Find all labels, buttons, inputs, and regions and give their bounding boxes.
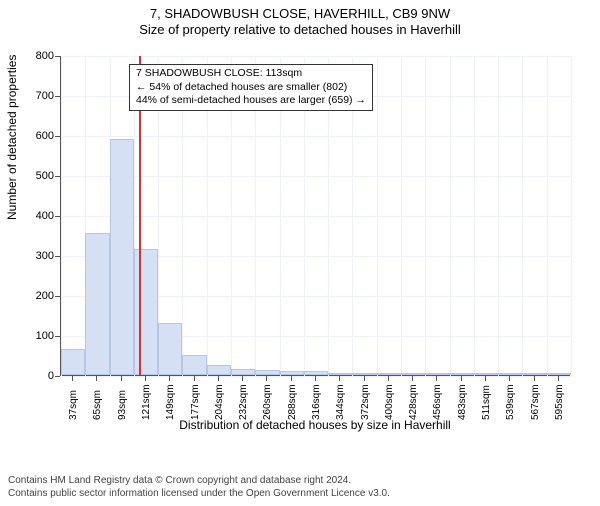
y-tick-label: 0 bbox=[48, 370, 54, 382]
x-tick-label: 539sqm bbox=[505, 384, 516, 420]
bar bbox=[450, 373, 474, 375]
y-tick-label: 800 bbox=[36, 50, 54, 62]
x-tick-label: 567sqm bbox=[530, 384, 541, 420]
x-tick-label: 65sqm bbox=[92, 390, 103, 420]
bar bbox=[158, 323, 182, 375]
x-tick-label: 428sqm bbox=[408, 384, 419, 420]
histogram-chart: Number of detached properties 7 SHADOWBU… bbox=[0, 50, 600, 430]
x-tick-label: 121sqm bbox=[141, 384, 152, 420]
y-tick-label: 400 bbox=[36, 210, 54, 222]
y-axis-label: Number of detached properties bbox=[5, 55, 19, 220]
annotation-box: 7 SHADOWBUSH CLOSE: 113sqm ← 54% of deta… bbox=[129, 64, 373, 111]
x-tick-label: 316sqm bbox=[311, 384, 322, 420]
bar bbox=[231, 369, 255, 375]
x-tick-label: 344sqm bbox=[335, 384, 346, 420]
x-tick-label: 372sqm bbox=[360, 384, 371, 420]
bar bbox=[304, 371, 328, 375]
bar bbox=[134, 249, 158, 375]
x-tick-label: 511sqm bbox=[481, 385, 492, 420]
bar bbox=[110, 139, 134, 375]
bar bbox=[207, 365, 231, 375]
address-title: 7, SHADOWBUSH CLOSE, HAVERHILL, CB9 9NW bbox=[0, 6, 600, 21]
y-tick-label: 500 bbox=[36, 170, 54, 182]
bar bbox=[401, 373, 425, 375]
bar bbox=[425, 373, 449, 375]
bar bbox=[61, 349, 85, 375]
x-tick-label: 456sqm bbox=[432, 384, 443, 420]
x-tick-label: 37sqm bbox=[68, 390, 79, 420]
bar bbox=[85, 233, 109, 375]
bar bbox=[498, 373, 522, 375]
y-tick-label: 200 bbox=[36, 290, 54, 302]
x-tick-label: 400sqm bbox=[384, 384, 395, 420]
annotation-line2: ← 54% of detached houses are smaller (80… bbox=[136, 81, 366, 95]
y-tick-label: 600 bbox=[36, 130, 54, 142]
x-tick-label: 149sqm bbox=[165, 384, 176, 420]
y-tick-label: 300 bbox=[36, 250, 54, 262]
bar bbox=[255, 370, 279, 375]
y-tick-label: 700 bbox=[36, 90, 54, 102]
bar bbox=[474, 373, 498, 375]
x-tick-label: 260sqm bbox=[262, 384, 273, 420]
bar bbox=[547, 373, 571, 375]
bar bbox=[377, 373, 401, 375]
bar bbox=[182, 355, 206, 375]
x-tick-label: 483sqm bbox=[457, 384, 468, 420]
annotation-line1: 7 SHADOWBUSH CLOSE: 113sqm bbox=[136, 67, 366, 81]
bar bbox=[280, 371, 304, 375]
y-tick-label: 100 bbox=[36, 330, 54, 342]
x-tick-label: 204sqm bbox=[214, 384, 225, 420]
x-tick-label: 93sqm bbox=[117, 390, 128, 420]
annotation-line3: 44% of semi-detached houses are larger (… bbox=[136, 94, 366, 108]
bar bbox=[522, 373, 546, 375]
subtitle: Size of property relative to detached ho… bbox=[0, 22, 600, 37]
x-tick-label: 288sqm bbox=[287, 384, 298, 420]
plot-area: 7 SHADOWBUSH CLOSE: 113sqm ← 54% of deta… bbox=[60, 56, 570, 376]
x-tick-label: 232sqm bbox=[238, 384, 249, 420]
attribution-footer: Contains HM Land Registry data © Crown c… bbox=[8, 475, 592, 500]
bar bbox=[352, 373, 376, 375]
x-axis-label: Distribution of detached houses by size … bbox=[60, 418, 570, 432]
footer-line2: Contains public sector information licen… bbox=[8, 488, 592, 501]
x-tick-label: 177sqm bbox=[190, 384, 201, 420]
x-tick-label: 595sqm bbox=[554, 384, 565, 420]
footer-line1: Contains HM Land Registry data © Crown c… bbox=[8, 475, 592, 488]
bar bbox=[328, 373, 352, 375]
